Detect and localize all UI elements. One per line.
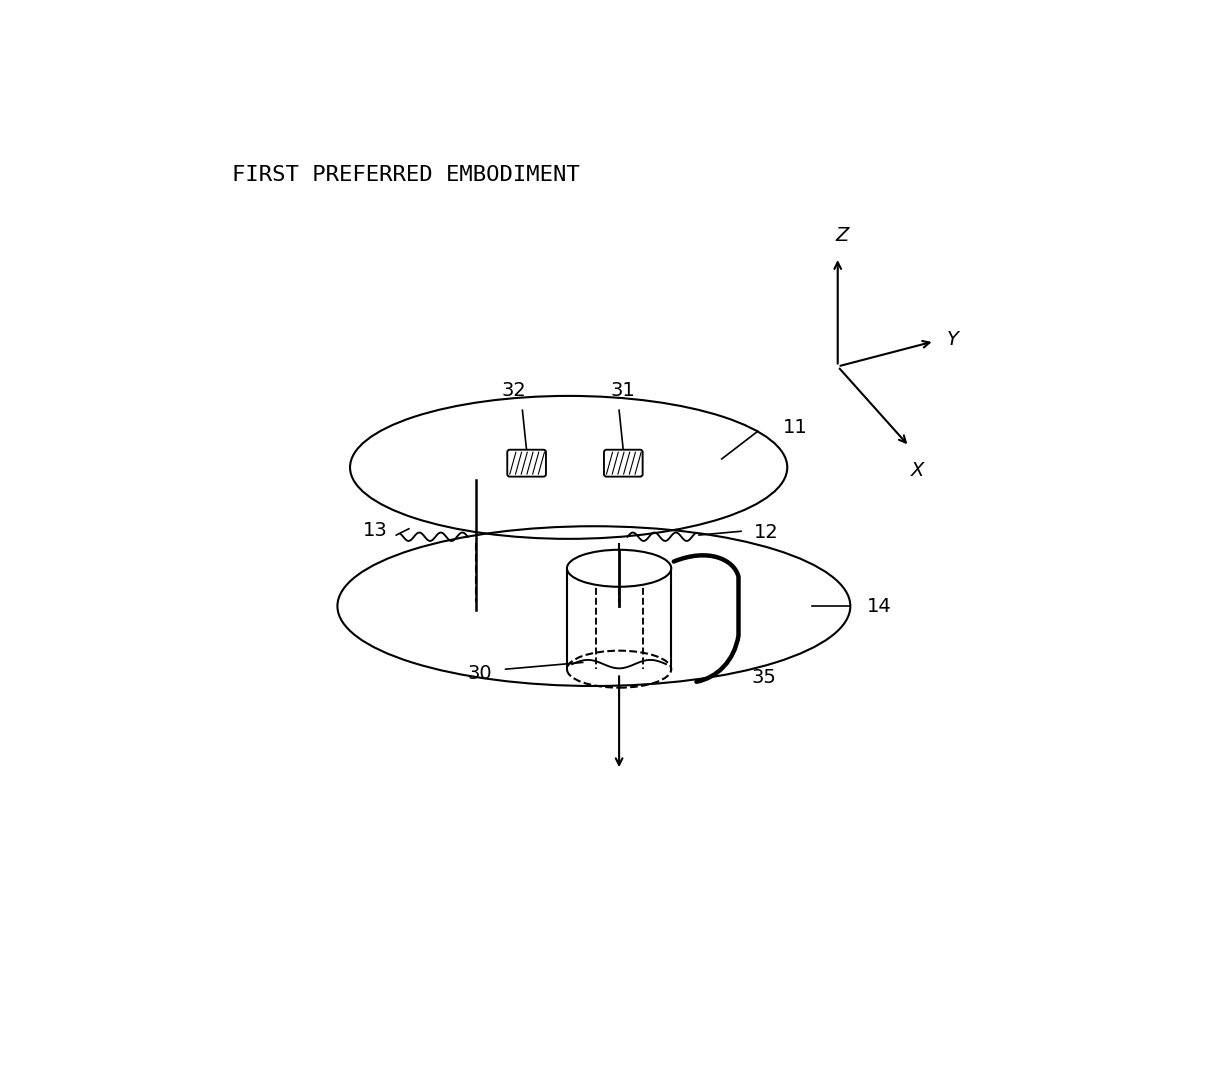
Text: FIRST PREFERRED EMBODIMENT: FIRST PREFERRED EMBODIMENT <box>232 165 580 185</box>
Text: Y: Y <box>947 330 959 349</box>
Ellipse shape <box>567 549 672 586</box>
Text: 13: 13 <box>362 521 388 539</box>
FancyBboxPatch shape <box>604 450 643 476</box>
Text: 11: 11 <box>783 417 808 437</box>
Text: 32: 32 <box>501 381 527 400</box>
Text: 31: 31 <box>611 381 635 400</box>
Text: 12: 12 <box>754 523 778 543</box>
Text: Z: Z <box>835 226 848 245</box>
Text: X: X <box>911 461 924 479</box>
Text: 30: 30 <box>467 664 493 682</box>
Text: 35: 35 <box>751 668 776 687</box>
Text: 14: 14 <box>867 596 892 616</box>
FancyBboxPatch shape <box>507 450 546 476</box>
